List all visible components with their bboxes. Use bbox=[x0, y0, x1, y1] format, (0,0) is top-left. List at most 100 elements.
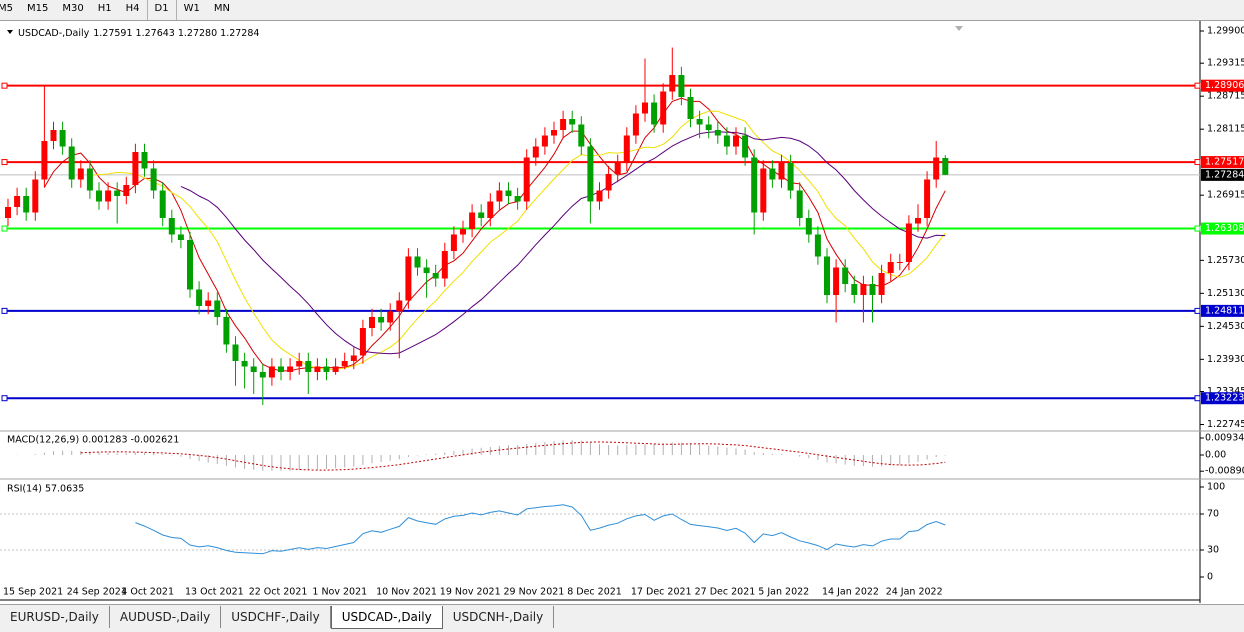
timeframe-button[interactable]: MN bbox=[213, 3, 230, 14]
y-tick-label: 0 bbox=[1207, 572, 1213, 583]
candle-body bbox=[614, 163, 621, 175]
level-anchor bbox=[1, 225, 8, 232]
timeframe-button[interactable]: M5 bbox=[0, 3, 13, 14]
candle-body bbox=[296, 360, 303, 367]
y-tick-label: 1.29900 bbox=[1207, 26, 1244, 37]
candle-body bbox=[86, 168, 93, 191]
level-anchor bbox=[1, 395, 8, 402]
y-tick-label: -0.008902 bbox=[1205, 466, 1244, 477]
candle-body bbox=[123, 185, 130, 197]
timeframe-button[interactable]: M30 bbox=[62, 3, 84, 14]
candle-body bbox=[105, 190, 112, 202]
candle-body bbox=[314, 366, 321, 372]
x-tick-label: 22 Oct 2021 bbox=[249, 587, 308, 598]
x-tick-label: 1 Nov 2021 bbox=[312, 587, 367, 598]
chart-tab[interactable]: USDCAD-,Daily bbox=[330, 606, 443, 629]
candle-body bbox=[396, 300, 403, 312]
candle-body bbox=[68, 146, 75, 180]
candle-body bbox=[369, 316, 375, 328]
candle-body bbox=[878, 272, 885, 295]
candle-body bbox=[551, 130, 557, 136]
candle-body bbox=[851, 283, 858, 295]
timeframe-button[interactable]: M15 bbox=[27, 3, 49, 14]
x-tick-label: 5 Jan 2022 bbox=[758, 587, 809, 598]
candle-body bbox=[5, 206, 11, 218]
current-price-label: 1.27284 bbox=[1205, 169, 1244, 180]
candle-body bbox=[814, 234, 821, 257]
chart-tab[interactable]: USDCNH-,Daily bbox=[443, 606, 555, 628]
y-tick-label: 1.28115 bbox=[1207, 124, 1244, 135]
chart-window: USDCAD-,Daily 1.27591 1.27643 1.27280 1.2… bbox=[0, 21, 1244, 604]
candle-body bbox=[341, 360, 348, 367]
candle-body bbox=[141, 152, 148, 169]
timeframe-button[interactable]: H4 bbox=[125, 3, 140, 14]
candle-body bbox=[833, 267, 840, 295]
candle-body bbox=[441, 250, 448, 279]
timeframe-button[interactable]: D1 bbox=[146, 0, 176, 20]
level-anchor bbox=[1, 82, 8, 89]
candle-body bbox=[942, 158, 949, 175]
chart-background bbox=[0, 21, 1244, 604]
candle-body bbox=[168, 217, 175, 235]
candle-body bbox=[278, 366, 284, 372]
x-tick-label: 8 Dec 2021 bbox=[567, 587, 622, 598]
candle-body bbox=[359, 327, 366, 356]
candle-body bbox=[59, 130, 66, 147]
candle-body bbox=[14, 196, 21, 207]
candle-body bbox=[514, 196, 521, 202]
chart-tab[interactable]: EURUSD-,Daily bbox=[0, 606, 110, 628]
x-tick-label: 24 Jan 2022 bbox=[886, 587, 943, 598]
candle-body bbox=[751, 157, 758, 213]
y-tick-label: 30 bbox=[1207, 545, 1219, 556]
chart-tab[interactable]: AUDUSD-,Daily bbox=[110, 606, 222, 628]
candle-body bbox=[259, 371, 266, 378]
moving-average bbox=[43, 97, 946, 372]
moving-average bbox=[89, 110, 946, 370]
candle-body bbox=[41, 141, 48, 180]
y-tick-label: 1.23345 bbox=[1207, 386, 1244, 397]
candle-body bbox=[77, 168, 84, 180]
chart-tab[interactable]: USDCHF-,Daily bbox=[221, 606, 331, 628]
x-tick-label: 29 Nov 2021 bbox=[504, 587, 565, 598]
candle-body bbox=[23, 196, 30, 213]
candle-body bbox=[241, 360, 248, 367]
timeframe-toolbar: M5 M15 M30 H1 H4 D1 W1 MN bbox=[0, 0, 1244, 21]
candle-body bbox=[505, 190, 512, 197]
x-tick-label: 10 Nov 2021 bbox=[376, 587, 437, 598]
candle-body bbox=[196, 289, 203, 306]
y-tick-label: 70 bbox=[1207, 509, 1219, 520]
level-anchor bbox=[1194, 82, 1201, 89]
x-tick-label: 13 Oct 2021 bbox=[185, 587, 244, 598]
candle-body bbox=[787, 163, 794, 191]
candle-body bbox=[223, 316, 230, 345]
timeframe-button[interactable]: H1 bbox=[97, 3, 112, 14]
x-tick-label: 19 Nov 2021 bbox=[440, 587, 501, 598]
candle-body bbox=[287, 366, 294, 372]
candle-body bbox=[378, 316, 385, 323]
candle-body bbox=[50, 130, 57, 142]
candle-body bbox=[805, 217, 812, 235]
x-tick-label: 24 Sep 2021 bbox=[67, 587, 127, 598]
candle-body bbox=[450, 234, 457, 251]
candle-body bbox=[114, 190, 121, 197]
candle-body bbox=[159, 190, 166, 218]
candle-body bbox=[532, 146, 539, 158]
candle-body bbox=[523, 157, 530, 202]
candle-body bbox=[214, 300, 221, 317]
candle-body bbox=[478, 212, 485, 218]
x-tick-label: 14 Jan 2022 bbox=[822, 587, 879, 598]
candle-body bbox=[723, 135, 730, 147]
candle-body bbox=[933, 157, 940, 180]
candle-body bbox=[32, 179, 39, 213]
candle-body bbox=[132, 152, 139, 186]
candle-body bbox=[605, 174, 612, 191]
candle-body bbox=[332, 366, 339, 372]
y-tick-label: 1.24530 bbox=[1207, 321, 1244, 332]
candle-body bbox=[541, 135, 548, 147]
candle-body bbox=[842, 267, 849, 284]
candle-body bbox=[915, 217, 921, 224]
candle-body bbox=[205, 300, 212, 306]
level-label-bg bbox=[1201, 392, 1244, 405]
timeframe-button[interactable]: W1 bbox=[175, 0, 207, 20]
y-tick-label: 1.22745 bbox=[1207, 419, 1244, 430]
